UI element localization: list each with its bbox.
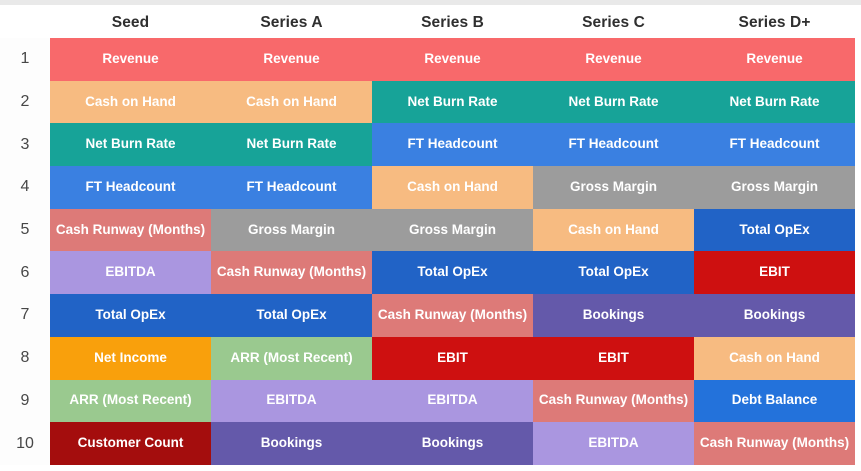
- metric-cell: FT Headcount: [533, 123, 694, 167]
- metric-cell: Total OpEx: [211, 294, 372, 337]
- metric-cell: Customer Count: [50, 422, 211, 465]
- metric-cell: Cash on Hand: [50, 80, 211, 124]
- metric-cell: Cash on Hand: [372, 166, 533, 209]
- metric-cell: Bookings: [533, 294, 694, 337]
- row-rank-label: 2: [0, 80, 50, 124]
- metric-cell: Gross Margin: [533, 166, 694, 209]
- row-rank-label: 1: [0, 38, 50, 81]
- row-rank-label: 6: [0, 251, 50, 295]
- metric-cell: EBITDA: [211, 379, 372, 423]
- column-header-series-d-: Series D+: [738, 14, 811, 31]
- metric-cell: Revenue: [50, 38, 211, 81]
- metric-cell: Total OpEx: [694, 208, 855, 252]
- metric-cell: Cash on Hand: [533, 208, 694, 252]
- metric-cell: EBIT: [694, 251, 855, 295]
- metric-cell: Revenue: [211, 38, 372, 81]
- header-gutter-spacer: [0, 8, 50, 38]
- metric-cell: Net Burn Rate: [372, 80, 533, 124]
- metric-cell: Cash Runway (Months): [50, 208, 211, 252]
- metric-cell: Cash Runway (Months): [694, 422, 855, 465]
- metric-cell: Bookings: [372, 422, 533, 465]
- metric-cell: FT Headcount: [372, 123, 533, 167]
- metric-cell: EBIT: [533, 336, 694, 380]
- metric-cell: Net Burn Rate: [50, 123, 211, 167]
- top-divider: [0, 0, 861, 5]
- column-header-series-a: Series A: [260, 14, 323, 31]
- metric-cell: FT Headcount: [211, 166, 372, 209]
- metric-cell: FT Headcount: [694, 123, 855, 167]
- metric-cell: Net Income: [50, 336, 211, 380]
- column-header-series-c: Series C: [582, 14, 645, 31]
- metric-cell: Total OpEx: [50, 294, 211, 337]
- metric-cell: EBIT: [372, 336, 533, 380]
- row-rank-label: 3: [0, 123, 50, 167]
- metric-cell: Net Burn Rate: [694, 80, 855, 124]
- metric-cell: Cash Runway (Months): [211, 251, 372, 295]
- metric-cell: Revenue: [372, 38, 533, 81]
- row-rank-label: 5: [0, 208, 50, 252]
- metric-cell: Gross Margin: [372, 208, 533, 252]
- row-rank-label: 8: [0, 336, 50, 380]
- metric-cell: Total OpEx: [372, 251, 533, 295]
- column-header-series-b: Series B: [421, 14, 484, 31]
- metric-cell: Gross Margin: [694, 166, 855, 209]
- metric-ranking-table: Seed Series A Series B Series C Series D+ 1 Re…: [0, 8, 855, 465]
- metric-cell: Bookings: [211, 422, 372, 465]
- metric-cell: Net Burn Rate: [533, 80, 694, 124]
- row-rank-label: 4: [0, 166, 50, 209]
- row-rank-label: 9: [0, 379, 50, 423]
- metric-cell: Cash Runway (Months): [372, 294, 533, 337]
- metric-cell: Cash on Hand: [694, 336, 855, 380]
- row-rank-label: 7: [0, 294, 50, 337]
- row-rank-label: 10: [0, 422, 50, 465]
- metric-cell: Debt Balance: [694, 379, 855, 423]
- metric-cell: ARR (Most Recent): [50, 379, 211, 423]
- column-header-seed: Seed: [111, 14, 150, 31]
- metric-ranking-chart: Seed Series A Series B Series C Series D+ 1 Re…: [0, 5, 861, 465]
- metric-cell: FT Headcount: [50, 166, 211, 209]
- metric-cell: Bookings: [694, 294, 855, 337]
- metric-cell: EBITDA: [533, 422, 694, 465]
- metric-cell: Total OpEx: [533, 251, 694, 295]
- metric-cell: Gross Margin: [211, 208, 372, 252]
- metric-cell: Cash on Hand: [211, 80, 372, 124]
- metric-cell: EBITDA: [372, 379, 533, 423]
- metric-cell: Revenue: [694, 38, 855, 81]
- metric-cell: Net Burn Rate: [211, 123, 372, 167]
- metric-cell: Cash Runway (Months): [533, 379, 694, 423]
- metric-cell: ARR (Most Recent): [211, 336, 372, 380]
- metric-cell: EBITDA: [50, 251, 211, 295]
- metric-cell: Revenue: [533, 38, 694, 81]
